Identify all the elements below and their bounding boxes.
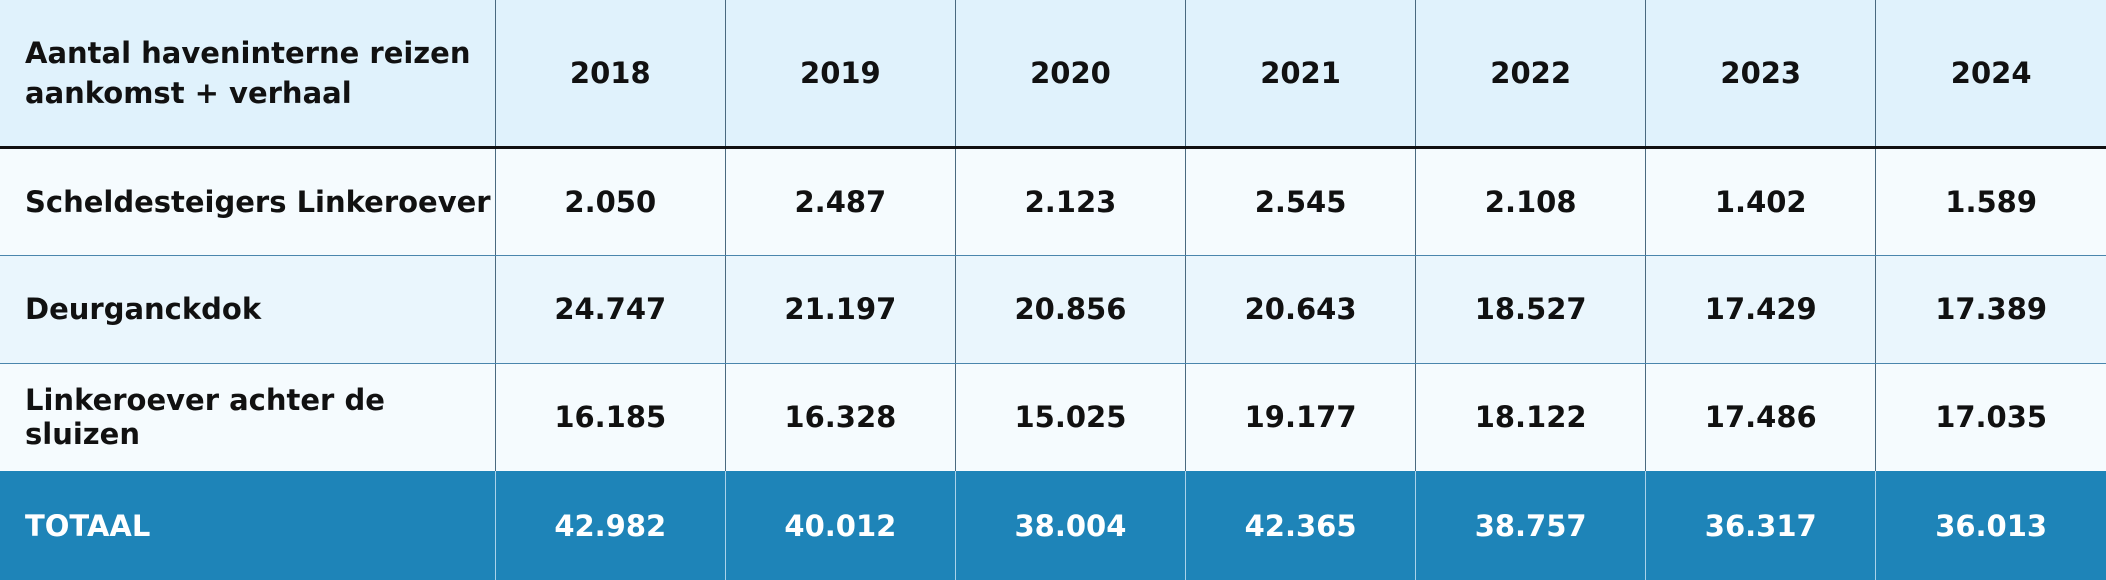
- total-value-cell: 42.982: [494, 471, 726, 580]
- row-label-cell: Linkeroever achter de sluizen: [0, 363, 496, 471]
- value-cell: 17.389: [1875, 255, 2106, 364]
- total-value-cell: 38.757: [1415, 471, 1646, 580]
- total-value-cell: 40.012: [724, 471, 956, 580]
- total-value-cell: 36.317: [1645, 471, 1876, 580]
- total-value-cell: 42.365: [1185, 471, 1416, 580]
- total-value-cell: 38.004: [954, 471, 1186, 580]
- value-cell: 2.108: [1415, 147, 1646, 256]
- value-cell: 17.486: [1645, 363, 1876, 471]
- value-cell: 1.402: [1645, 147, 1876, 256]
- value-cell: 20.856: [954, 255, 1186, 364]
- value-cell: 18.122: [1415, 363, 1646, 471]
- value-cell: 20.643: [1185, 255, 1416, 364]
- header-label-cell: Aantal haveninterne reizen aankomst + ve…: [0, 0, 496, 149]
- row-label-cell: Scheldesteigers Linkeroever: [0, 147, 496, 256]
- header-year-cell: 2023: [1645, 0, 1876, 149]
- value-cell: 2.050: [494, 147, 726, 256]
- header-year-cell: 2022: [1415, 0, 1646, 149]
- table-row: Scheldesteigers Linkeroever 2.050 2.487 …: [0, 147, 2106, 256]
- header-year-cell: 2024: [1875, 0, 2106, 149]
- total-label-cell: TOTAAL: [0, 471, 496, 580]
- total-value-cell: 36.013: [1875, 471, 2106, 580]
- header-year-cell: 2020: [954, 0, 1186, 149]
- row-label-cell: Deurganckdok: [0, 255, 496, 364]
- value-cell: 1.589: [1875, 147, 2106, 256]
- value-cell: 16.185: [494, 363, 726, 471]
- value-cell: 21.197: [724, 255, 956, 364]
- value-cell: 17.035: [1875, 363, 2106, 471]
- header-row: Aantal haveninterne reizen aankomst + ve…: [0, 0, 2106, 149]
- header-year-cell: 2021: [1185, 0, 1416, 149]
- value-cell: 2.487: [724, 147, 956, 256]
- value-cell: 16.328: [724, 363, 956, 471]
- total-row: TOTAAL 42.982 40.012 38.004 42.365 38.75…: [0, 471, 2106, 580]
- value-cell: 19.177: [1185, 363, 1416, 471]
- value-cell: 2.123: [954, 147, 1186, 256]
- table-row: Linkeroever achter de sluizen 16.185 16.…: [0, 363, 2106, 471]
- value-cell: 2.545: [1185, 147, 1416, 256]
- value-cell: 24.747: [494, 255, 726, 364]
- table-row: Deurganckdok 24.747 21.197 20.856 20.643…: [0, 255, 2106, 364]
- value-cell: 17.429: [1645, 255, 1876, 364]
- value-cell: 15.025: [954, 363, 1186, 471]
- header-year-cell: 2019: [724, 0, 956, 149]
- value-cell: 18.527: [1415, 255, 1646, 364]
- header-year-cell: 2018: [494, 0, 726, 149]
